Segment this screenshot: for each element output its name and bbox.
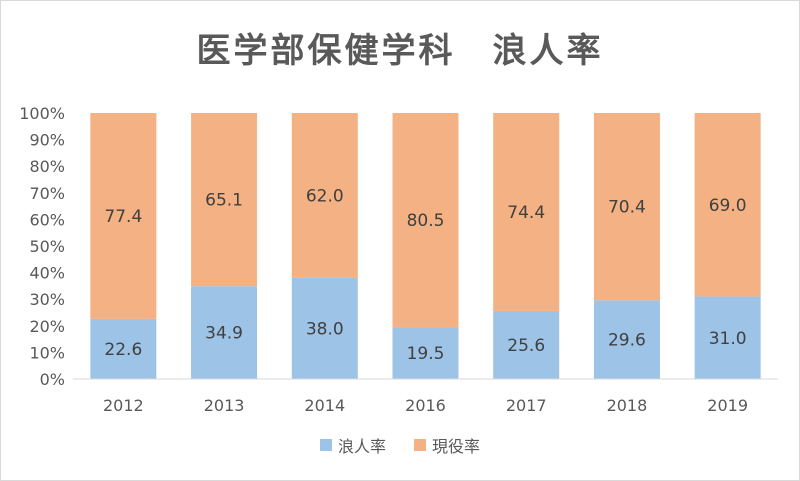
data-label-geneki: 69.0	[709, 196, 747, 216]
x-tick-label: 2012	[103, 396, 144, 415]
bar-segment-geneki	[291, 113, 358, 278]
y-tick-label: 90%	[29, 131, 65, 150]
x-tick-label: 2013	[204, 396, 245, 415]
y-tick-label: 50%	[29, 237, 65, 256]
legend-label-ronin: 浪人率	[337, 437, 386, 456]
data-label-ronin: 25.6	[507, 336, 545, 356]
data-label-ronin: 29.6	[608, 331, 646, 351]
x-tick-label: 2014	[304, 396, 345, 415]
data-label-ronin: 31.0	[709, 329, 747, 349]
chart-title: 医学部保健学科 浪人率	[196, 31, 604, 71]
data-label-ronin: 38.0	[306, 319, 344, 339]
data-label-geneki: 70.4	[608, 198, 646, 218]
legend-item-ronin: 浪人率	[319, 433, 386, 457]
y-tick-label: 0%	[40, 370, 65, 389]
y-tick-label: 20%	[29, 317, 65, 336]
y-tick-label: 100%	[19, 104, 65, 123]
legend-swatch-geneki	[414, 439, 426, 451]
y-tick-label: 80%	[29, 157, 65, 176]
y-tick-label: 40%	[29, 264, 65, 283]
bar-segment-ronin	[493, 310, 560, 379]
bar-segment-ronin	[593, 300, 660, 379]
data-label-ronin: 19.5	[407, 344, 445, 364]
data-label-geneki: 65.1	[205, 191, 243, 211]
bar-segment-geneki	[90, 113, 157, 319]
data-label-geneki: 77.4	[104, 207, 142, 227]
data-label-ronin: 22.6	[104, 340, 142, 360]
x-tick-label: 2016	[405, 396, 446, 415]
bar-segment-geneki	[593, 113, 660, 301]
bar-segment-geneki	[493, 113, 560, 311]
bar-segment-ronin	[694, 296, 761, 379]
y-tick-label: 30%	[29, 290, 65, 309]
legend-swatch-ronin	[319, 439, 332, 451]
legend: 浪人率 現役率	[1, 433, 799, 457]
bar-segment-ronin	[392, 327, 459, 379]
y-tick-label: 60%	[29, 210, 65, 229]
y-tick-label: 70%	[29, 184, 65, 203]
data-label-ronin: 34.9	[205, 324, 243, 344]
x-tick-label: 2019	[707, 396, 748, 415]
legend-item-geneki: 現役率	[414, 433, 480, 457]
bar-segment-geneki	[694, 113, 761, 297]
y-tick-label: 10%	[29, 343, 65, 362]
x-tick-label: 2018	[607, 396, 648, 415]
bar-segment-geneki	[392, 113, 459, 328]
data-label-geneki: 80.5	[407, 211, 445, 231]
data-label-geneki: 62.0	[306, 186, 344, 206]
bar-segment-ronin	[90, 318, 157, 379]
bar-segment-geneki	[191, 113, 258, 287]
bar-segment-ronin	[291, 277, 358, 379]
x-tick-label: 2017	[506, 396, 547, 415]
legend-label-geneki: 現役率	[432, 437, 481, 456]
data-label-geneki: 74.4	[507, 203, 545, 223]
bar-segment-ronin	[191, 286, 258, 379]
